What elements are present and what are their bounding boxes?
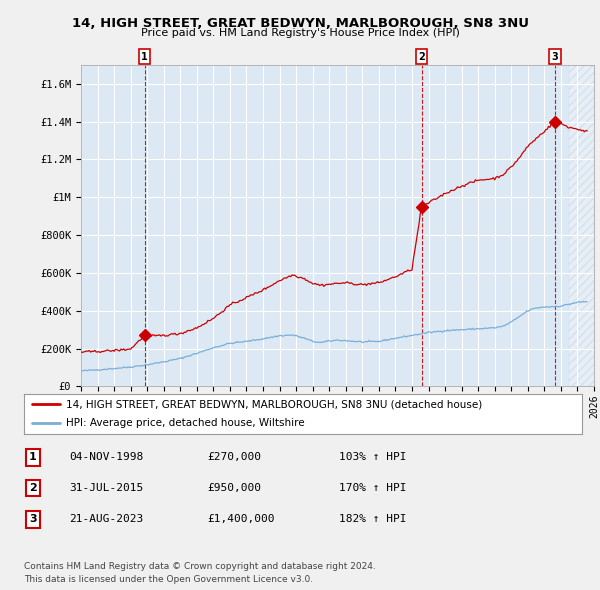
Text: £950,000: £950,000	[207, 483, 261, 493]
Text: This data is licensed under the Open Government Licence v3.0.: This data is licensed under the Open Gov…	[24, 575, 313, 584]
Text: Contains HM Land Registry data © Crown copyright and database right 2024.: Contains HM Land Registry data © Crown c…	[24, 562, 376, 571]
Text: 2: 2	[418, 52, 425, 62]
Text: 3: 3	[551, 52, 559, 62]
Text: 182% ↑ HPI: 182% ↑ HPI	[339, 514, 407, 524]
Text: 31-JUL-2015: 31-JUL-2015	[69, 483, 143, 493]
Text: 21-AUG-2023: 21-AUG-2023	[69, 514, 143, 524]
Text: 1: 1	[141, 52, 148, 62]
Text: 04-NOV-1998: 04-NOV-1998	[69, 453, 143, 462]
Text: 170% ↑ HPI: 170% ↑ HPI	[339, 483, 407, 493]
Text: 1: 1	[29, 453, 37, 462]
Text: 103% ↑ HPI: 103% ↑ HPI	[339, 453, 407, 462]
Text: 3: 3	[29, 514, 37, 524]
Text: £270,000: £270,000	[207, 453, 261, 462]
Text: HPI: Average price, detached house, Wiltshire: HPI: Average price, detached house, Wilt…	[66, 418, 304, 428]
Text: Price paid vs. HM Land Registry's House Price Index (HPI): Price paid vs. HM Land Registry's House …	[140, 28, 460, 38]
Text: 2: 2	[29, 483, 37, 493]
Text: £1,400,000: £1,400,000	[207, 514, 275, 524]
Text: 14, HIGH STREET, GREAT BEDWYN, MARLBOROUGH, SN8 3NU: 14, HIGH STREET, GREAT BEDWYN, MARLBOROU…	[71, 17, 529, 30]
Text: 14, HIGH STREET, GREAT BEDWYN, MARLBOROUGH, SN8 3NU (detached house): 14, HIGH STREET, GREAT BEDWYN, MARLBOROU…	[66, 399, 482, 409]
